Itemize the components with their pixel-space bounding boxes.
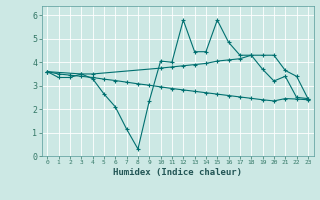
X-axis label: Humidex (Indice chaleur): Humidex (Indice chaleur) bbox=[113, 168, 242, 177]
